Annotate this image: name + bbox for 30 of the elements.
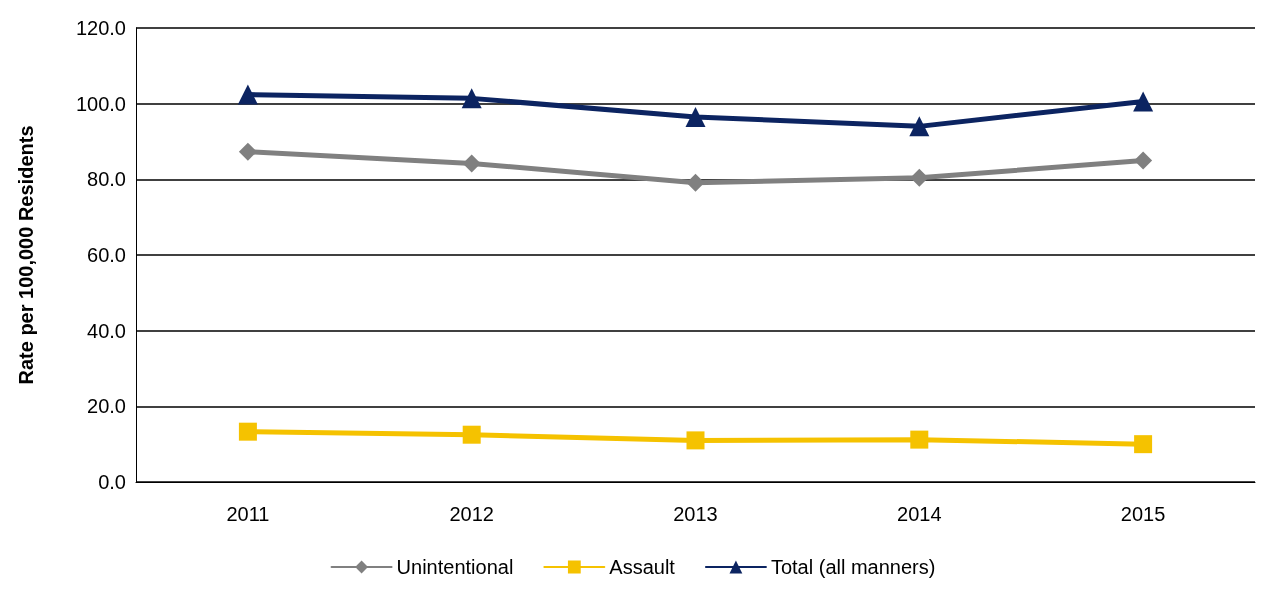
y-axis-title: Rate per 100,000 Residents <box>15 125 37 385</box>
point <box>1133 91 1154 112</box>
point <box>237 84 258 105</box>
y-tick-label: 0.0 <box>98 471 126 493</box>
point <box>910 430 929 449</box>
x-tick-label: 2011 <box>226 503 270 525</box>
legend-label: Total (all manners) <box>770 556 936 578</box>
x-tick-label: 2012 <box>449 503 494 525</box>
legend-label: Assault <box>609 556 676 578</box>
x-tick-label: 2015 <box>1120 503 1166 525</box>
y-tick-label: 20.0 <box>87 395 126 418</box>
point <box>686 431 705 450</box>
y-tick-label: 40.0 <box>87 319 126 342</box>
point <box>238 422 257 441</box>
x-tick-label: 2014 <box>897 503 942 525</box>
point <box>1134 151 1153 170</box>
point <box>462 425 481 444</box>
point <box>910 168 929 187</box>
point <box>685 106 706 127</box>
legend-label: Unintentional <box>396 556 514 578</box>
point <box>462 154 481 173</box>
point <box>909 116 930 137</box>
y-tick-label: 120.0 <box>75 17 126 39</box>
point <box>1134 435 1153 454</box>
y-tick-label: 100.0 <box>75 92 126 115</box>
point <box>238 142 257 161</box>
x-tick-label: 2013 <box>673 503 718 525</box>
point <box>461 88 482 109</box>
y-tick-label: 60.0 <box>87 244 126 266</box>
y-tick-label: 80.0 <box>87 168 126 191</box>
